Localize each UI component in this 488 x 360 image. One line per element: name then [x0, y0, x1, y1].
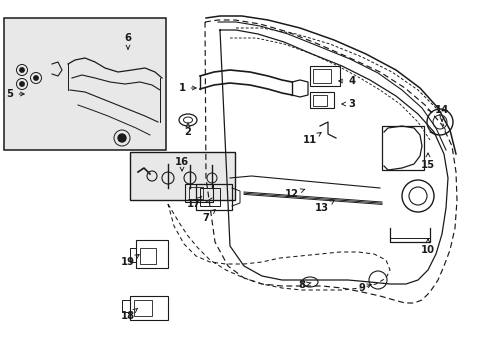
- Bar: [381, 126, 423, 170]
- Text: 12: 12: [285, 189, 304, 199]
- Text: 15: 15: [420, 153, 434, 170]
- Bar: [136, 240, 168, 268]
- Text: 4: 4: [338, 76, 355, 86]
- Text: 13: 13: [314, 201, 334, 213]
- Text: 2: 2: [184, 123, 191, 137]
- Bar: [200, 188, 220, 206]
- Bar: [309, 92, 333, 108]
- Bar: [309, 66, 339, 86]
- Text: 16: 16: [175, 157, 189, 171]
- Text: 8: 8: [298, 280, 310, 290]
- Text: 3: 3: [341, 99, 355, 109]
- Bar: [189, 187, 203, 199]
- Bar: [130, 152, 235, 200]
- Bar: [130, 296, 168, 320]
- Bar: [140, 248, 156, 264]
- Circle shape: [20, 82, 24, 86]
- Text: 19: 19: [121, 255, 139, 267]
- Bar: [134, 300, 152, 316]
- Circle shape: [34, 76, 38, 80]
- Text: 5: 5: [6, 89, 24, 99]
- Circle shape: [118, 134, 126, 142]
- Text: 10: 10: [420, 239, 434, 255]
- Text: 17: 17: [186, 196, 202, 209]
- Text: 9: 9: [358, 283, 370, 293]
- Text: 7: 7: [202, 210, 215, 223]
- Text: 14: 14: [434, 105, 448, 121]
- Text: 11: 11: [302, 132, 321, 145]
- Bar: [184, 184, 213, 202]
- Bar: [4, 18, 165, 150]
- Text: 1: 1: [178, 83, 196, 93]
- Circle shape: [20, 68, 24, 72]
- Bar: [312, 69, 330, 83]
- Bar: [312, 95, 326, 106]
- Text: 6: 6: [124, 33, 131, 49]
- Text: 18: 18: [121, 308, 138, 321]
- Bar: [196, 184, 231, 210]
